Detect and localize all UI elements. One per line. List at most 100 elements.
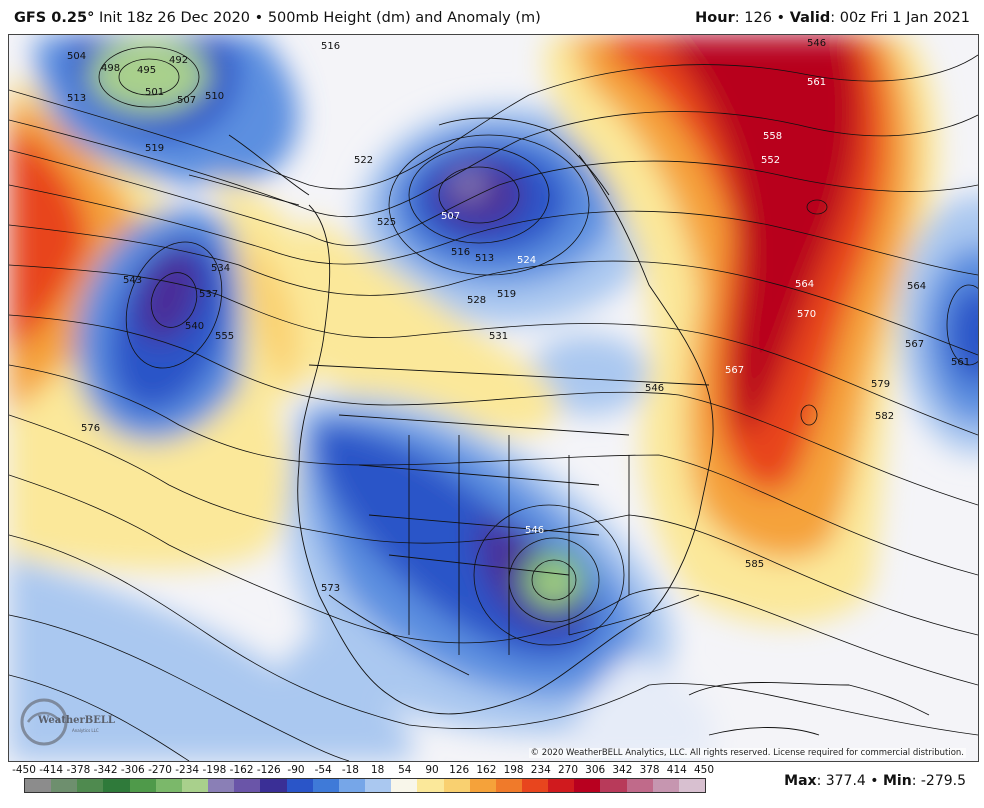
legend-swatch [312, 779, 339, 792]
contour-label: 564 [907, 281, 926, 292]
contour-label: 561 [807, 77, 826, 88]
legend-tick-label: -18 [341, 764, 359, 776]
valid-value: : 00z Fri 1 Jan 2021 [830, 10, 970, 26]
stats-separator: • [870, 773, 879, 789]
contour-label: 507 [441, 211, 460, 222]
contour-label: 498 [101, 63, 120, 74]
logo-text: WeatherBELL [37, 715, 115, 726]
model-name: GFS 0.25 [14, 10, 88, 26]
field-name: 500mb Height (dm) and Anomaly (m) [267, 10, 541, 26]
legend-swatch [626, 779, 653, 792]
contour-label: 579 [871, 379, 890, 390]
contour-label: 558 [763, 131, 782, 142]
legend-swatch [600, 779, 627, 792]
contour-label: 543 [123, 275, 142, 286]
contour-label: 534 [211, 263, 230, 274]
legend-tick-label: 342 [612, 764, 633, 776]
contour-label: 585 [745, 559, 764, 570]
min-value: : -279.5 [911, 773, 966, 789]
legend-swatch [129, 779, 156, 792]
legend-tick-label: 378 [639, 764, 660, 776]
contour-label: 504 [67, 51, 86, 62]
legend-swatch [678, 779, 706, 792]
legend-tick-label: 450 [693, 764, 715, 776]
legend-tick-label: -414 [39, 764, 64, 776]
contour-label: 573 [321, 583, 340, 594]
legend-swatch [443, 779, 470, 792]
legend-swatch [417, 779, 444, 792]
legend-swatch [103, 779, 130, 792]
hour-label: Hour [695, 10, 735, 26]
contour-labels: 504 498 492 495 501 507 510 513 516 519 … [67, 38, 970, 594]
contour-label: 567 [725, 365, 744, 376]
contour-label: 546 [807, 38, 826, 49]
contour-label: 522 [354, 155, 373, 166]
legend-tick-label: 234 [530, 764, 551, 776]
contour-label: 510 [205, 91, 224, 102]
title-right: Hour: 126 • Valid: 00z Fri 1 Jan 2021 [695, 10, 970, 26]
bullet-2: • [776, 10, 786, 26]
legend-swatch [181, 779, 209, 792]
legend-swatch [208, 779, 235, 792]
legend-tick-label: 126 [449, 764, 470, 776]
bullet-1: • [254, 10, 264, 26]
contour-label: 546 [645, 383, 664, 394]
contour-label: 513 [475, 253, 494, 264]
weatherbell-logo: WeatherBELL Analytics LLC [14, 690, 118, 750]
legend-swatch [260, 779, 287, 792]
legend-tick-label: -90 [287, 764, 305, 776]
legend-swatch [652, 779, 679, 792]
legend-tick-label: -162 [229, 764, 254, 776]
legend-tick-label: 198 [503, 764, 524, 776]
map-frame: 504 498 492 495 501 507 510 513 516 519 … [8, 34, 979, 762]
legend-swatch [365, 779, 392, 792]
legend-color-bar [24, 778, 706, 793]
contour-label: 516 [451, 247, 470, 258]
contour-label: 582 [875, 411, 894, 422]
min-label: Min [882, 773, 912, 789]
contour-label: 570 [797, 309, 816, 320]
legend-tick-label: -126 [256, 764, 281, 776]
legend-tick-label: 270 [557, 764, 579, 776]
height-contours [9, 46, 978, 761]
contour-label: 540 [185, 321, 204, 332]
contour-label: 552 [761, 155, 780, 166]
max-min-stats: Max: 377.4 • Min: -279.5 [784, 773, 966, 789]
max-value: : 377.4 [816, 773, 866, 789]
legend-tick-label: -270 [148, 764, 172, 776]
contour-label: 525 [377, 217, 396, 228]
header: GFS 0.25° Init 18z 26 Dec 2020 • 500mb H… [0, 0, 984, 34]
degree-symbol: ° [87, 10, 95, 26]
legend-tick-label: 18 [370, 764, 385, 776]
legend-tick-label: -342 [93, 764, 118, 776]
logo-subtext: Analytics LLC [72, 728, 99, 733]
contour-label: 507 [177, 95, 196, 106]
legend-swatch [25, 779, 52, 792]
init-time: Init 18z 26 Dec 2020 [98, 10, 251, 26]
contour-label: 537 [199, 289, 218, 300]
contour-label: 524 [517, 255, 536, 266]
contour-label: 567 [905, 339, 924, 350]
contour-label: 531 [489, 331, 508, 342]
legend-swatch [77, 779, 104, 792]
legend-swatch [155, 779, 182, 792]
legend-swatch [338, 779, 366, 792]
legend-tick-label: -234 [175, 764, 200, 776]
valid-label: Valid [789, 10, 831, 26]
contour-label: 564 [795, 279, 814, 290]
legend-swatch [234, 779, 261, 792]
legend-tick-label: -54 [314, 764, 332, 776]
legend-tick-label: -306 [120, 764, 145, 776]
legend-swatch [391, 779, 418, 792]
legend-tick-label: 90 [425, 764, 439, 776]
contour-label: 516 [321, 41, 340, 52]
legend-swatch [521, 779, 549, 792]
legend-swatch [495, 779, 522, 792]
contour-label: 576 [81, 423, 100, 434]
contour-label: 519 [497, 289, 516, 300]
contour-label: 555 [215, 331, 234, 342]
contour-label: 528 [467, 295, 486, 306]
contour-label: 495 [137, 65, 156, 76]
legend-tick-label: 414 [666, 764, 687, 776]
legend-tick-label: -378 [66, 764, 91, 776]
